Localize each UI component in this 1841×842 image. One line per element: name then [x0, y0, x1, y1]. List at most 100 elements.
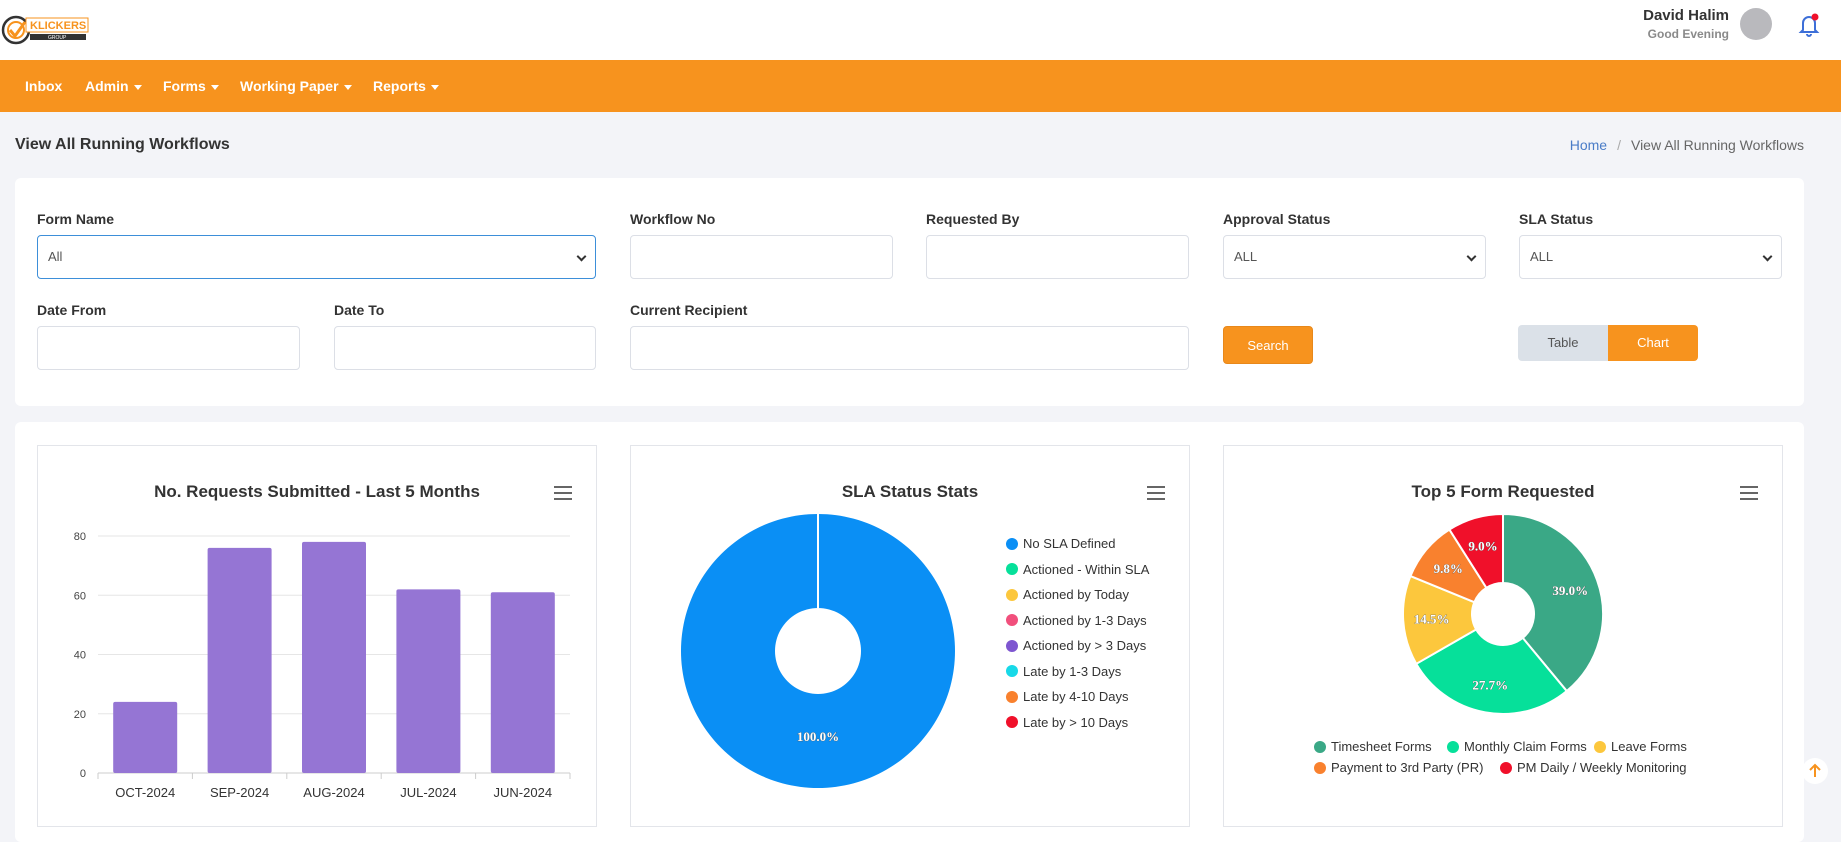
chart-view-button[interactable]: Chart: [1608, 325, 1698, 361]
legend-label: No SLA Defined: [1023, 536, 1116, 551]
nav-forms[interactable]: Forms: [163, 78, 219, 94]
legend-label: Actioned by > 3 Days: [1023, 638, 1147, 653]
x-tick-label: JUL-2024: [400, 785, 456, 800]
bar: [302, 541, 366, 773]
legend-dot: [1006, 716, 1018, 728]
y-tick-label: 80: [74, 531, 86, 543]
breadcrumb-home[interactable]: Home: [1569, 137, 1608, 153]
caret-down-icon: [133, 84, 142, 90]
legend-item[interactable]: Timesheet Forms: [1314, 739, 1432, 754]
nav-working-paper[interactable]: Working Paper: [240, 78, 352, 94]
svg-text:KLICKERS: KLICKERS: [30, 20, 86, 32]
slice-label: 100.0%: [797, 729, 839, 744]
slice: [1414, 628, 1569, 715]
klickers-logo[interactable]: KLICKERS GROUP: [0, 10, 92, 48]
legend-item[interactable]: Actioned by Today: [1006, 587, 1129, 602]
slice-label: 39.0%: [1552, 583, 1588, 598]
slice-label: 14.5%: [1414, 612, 1450, 627]
scroll-to-top-icon[interactable]: [1802, 758, 1828, 784]
workflow-no-input[interactable]: [630, 235, 893, 279]
bar: [113, 701, 178, 773]
legend-item[interactable]: Late by > 10 Days: [1006, 715, 1128, 730]
nav-admin[interactable]: Admin: [85, 78, 142, 94]
current-recipient-input[interactable]: [630, 326, 1189, 370]
notification-dot-icon: [1811, 13, 1819, 21]
legend-item[interactable]: Actioned by 1-3 Days: [1006, 613, 1147, 628]
top-forms-donut-chart: 39.0% 27.7% 14.5% 9.8% 9.0%: [1402, 512, 1604, 715]
legend-item[interactable]: Late by 4-10 Days: [1006, 689, 1129, 704]
nav-working-paper-label: Working Paper: [240, 78, 339, 94]
chevron-down-icon: [1762, 251, 1773, 262]
legend-item[interactable]: Monthly Claim Forms: [1447, 739, 1587, 754]
sla-chart-panel: SLA Status Stats 100.0% No SLA Defined Ac…: [630, 445, 1190, 827]
legend-label: Late by > 10 Days: [1023, 714, 1129, 730]
legend-item[interactable]: Payment to 3rd Party (PR): [1314, 760, 1483, 775]
notification-bell-icon[interactable]: [1797, 12, 1821, 38]
search-button[interactable]: Search: [1223, 326, 1313, 364]
avatar[interactable]: [1740, 8, 1772, 40]
date-to-input[interactable]: [334, 326, 596, 370]
workflow-no-label: Workflow No: [630, 211, 716, 227]
user-info[interactable]: David Halim Good Evening: [1643, 7, 1729, 41]
form-name-label: Form Name: [37, 211, 115, 227]
legend-item[interactable]: Actioned - Within SLA: [1006, 562, 1149, 577]
date-from-input[interactable]: [37, 326, 300, 370]
chart-menu-icon[interactable]: [1147, 486, 1165, 500]
sla-status-value: ALL: [1530, 249, 1554, 264]
legend-dot: [1500, 761, 1512, 774]
caret-down-icon: [210, 84, 219, 90]
sla-status-select[interactable]: ALL: [1519, 235, 1782, 279]
user-greeting: Good Evening: [1647, 27, 1729, 41]
form-name-select[interactable]: All: [37, 235, 596, 279]
legend-label: Payment to 3rd Party (PR): [1331, 760, 1484, 775]
legend-item[interactable]: Late by 1-3 Days: [1006, 664, 1121, 679]
main-nav: Inbox Admin Forms Working Paper Reports: [0, 60, 1841, 112]
caret-down-icon: [430, 84, 439, 90]
legend-item[interactable]: Leave Forms: [1594, 739, 1687, 754]
sla-donut-chart: 100.0%: [680, 514, 955, 788]
nav-admin-label: Admin: [85, 78, 129, 94]
requests-chart-title: No. Requests Submitted - Last 5 Months: [154, 482, 480, 501]
approval-status-label: Approval Status: [1223, 211, 1331, 227]
user-name: David Halim: [1643, 7, 1729, 24]
x-tick-label: JUN-2024: [494, 785, 553, 800]
legend-label: Late by 1-3 Days: [1023, 663, 1122, 679]
sla-chart-title: SLA Status Stats: [841, 482, 979, 501]
slice: [1448, 512, 1504, 590]
slice-label: 9.0%: [1468, 538, 1497, 553]
requested-by-label: Requested By: [926, 211, 1020, 227]
legend-dot: [1006, 588, 1018, 601]
x-tick-label: OCT-2024: [115, 785, 175, 800]
sla-status-label: SLA Status: [1519, 211, 1594, 227]
svg-text:GROUP: GROUP: [48, 35, 67, 41]
approval-status-select[interactable]: ALL: [1223, 235, 1486, 279]
breadcrumb-current: View All Running Workflows: [1630, 137, 1804, 153]
table-view-button[interactable]: Table: [1518, 325, 1608, 361]
legend-label: Actioned by Today: [1023, 587, 1129, 602]
requests-chart-panel: No. Requests Submitted - Last 5 Months 0…: [37, 445, 597, 827]
view-toggle: Table Chart: [1518, 325, 1698, 361]
legend-dot: [1006, 563, 1018, 575]
chevron-down-icon: [576, 251, 587, 262]
legend-item[interactable]: No SLA Defined: [1006, 536, 1116, 551]
requested-by-input[interactable]: [926, 235, 1189, 279]
legend-dot: [1006, 690, 1018, 703]
legend-item[interactable]: Actioned by > 3 Days: [1006, 638, 1146, 653]
nav-inbox-label: Inbox: [25, 78, 63, 94]
approval-status-value: ALL: [1234, 249, 1258, 264]
nav-reports[interactable]: Reports: [373, 78, 439, 94]
legend-item[interactable]: PM Daily / Weekly Monitoring: [1500, 760, 1687, 775]
top-forms-chart-panel: Top 5 Form Requested 39.0% 27.7% 14.5% 9.8%…: [1223, 445, 1783, 827]
y-tick-label: 0: [80, 768, 86, 780]
date-to-label: Date To: [334, 302, 385, 318]
nav-inbox[interactable]: Inbox: [25, 78, 62, 94]
legend-label: Monthly Claim Forms: [1464, 739, 1587, 754]
legend-label: Leave Forms: [1611, 739, 1687, 754]
chart-menu-icon[interactable]: [1740, 486, 1758, 500]
legend-label: Actioned - Within SLA: [1023, 561, 1150, 577]
breadcrumb: Home / View All Running Workflows: [1570, 137, 1804, 153]
legend-dot: [1314, 740, 1326, 753]
legend-label: Late by 4-10 Days: [1023, 689, 1129, 704]
legend-dot: [1594, 740, 1606, 753]
chart-menu-icon[interactable]: [554, 486, 572, 500]
